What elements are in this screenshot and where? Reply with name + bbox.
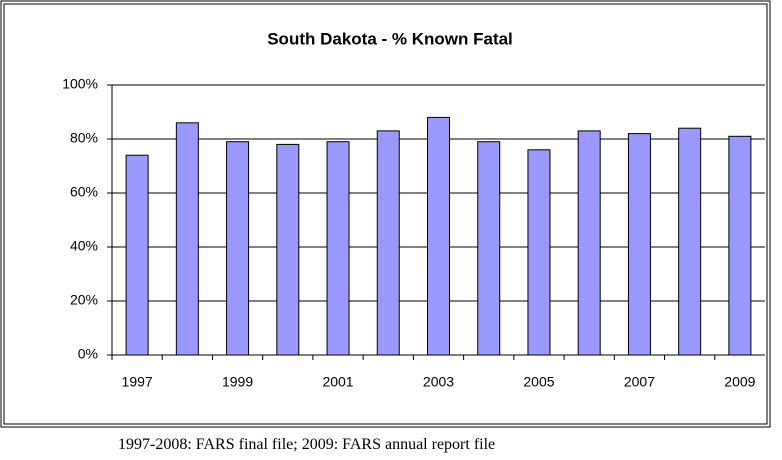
footnote: 1997-2008: FARS final file; 2009: FARS a… (118, 436, 496, 453)
bar (678, 127, 702, 356)
x-tick-label: 1999 (222, 374, 253, 390)
bar (276, 143, 300, 356)
bar (326, 141, 350, 356)
x-tick-label: 2003 (423, 374, 454, 390)
x-tick-label: 2007 (624, 374, 655, 390)
bar (477, 141, 501, 356)
bar (175, 122, 199, 356)
y-tick-label: 40% (70, 238, 98, 254)
x-tick-label: 2009 (724, 374, 755, 390)
y-tick-label: 80% (70, 130, 98, 146)
bar (125, 154, 149, 356)
x-tick-label: 1997 (122, 374, 153, 390)
chart: South Dakota - % Known Fatal 0% 20% 40% 60%… (0, 0, 771, 428)
bar (728, 135, 752, 356)
bar (226, 141, 250, 356)
y-tick-label: 100% (62, 76, 98, 92)
bar (427, 116, 450, 356)
bar (627, 133, 651, 356)
bar (577, 130, 601, 356)
chart-title: South Dakota - % Known Fatal (267, 29, 513, 48)
x-tick-label: 2005 (523, 374, 554, 390)
y-tick-label: 60% (70, 184, 98, 200)
inner-frame (3, 3, 768, 425)
y-tick-label: 20% (70, 292, 98, 308)
bar (527, 149, 551, 356)
bar (376, 130, 400, 356)
y-tick-label: 0% (78, 346, 98, 362)
x-tick-label: 2001 (322, 374, 353, 390)
